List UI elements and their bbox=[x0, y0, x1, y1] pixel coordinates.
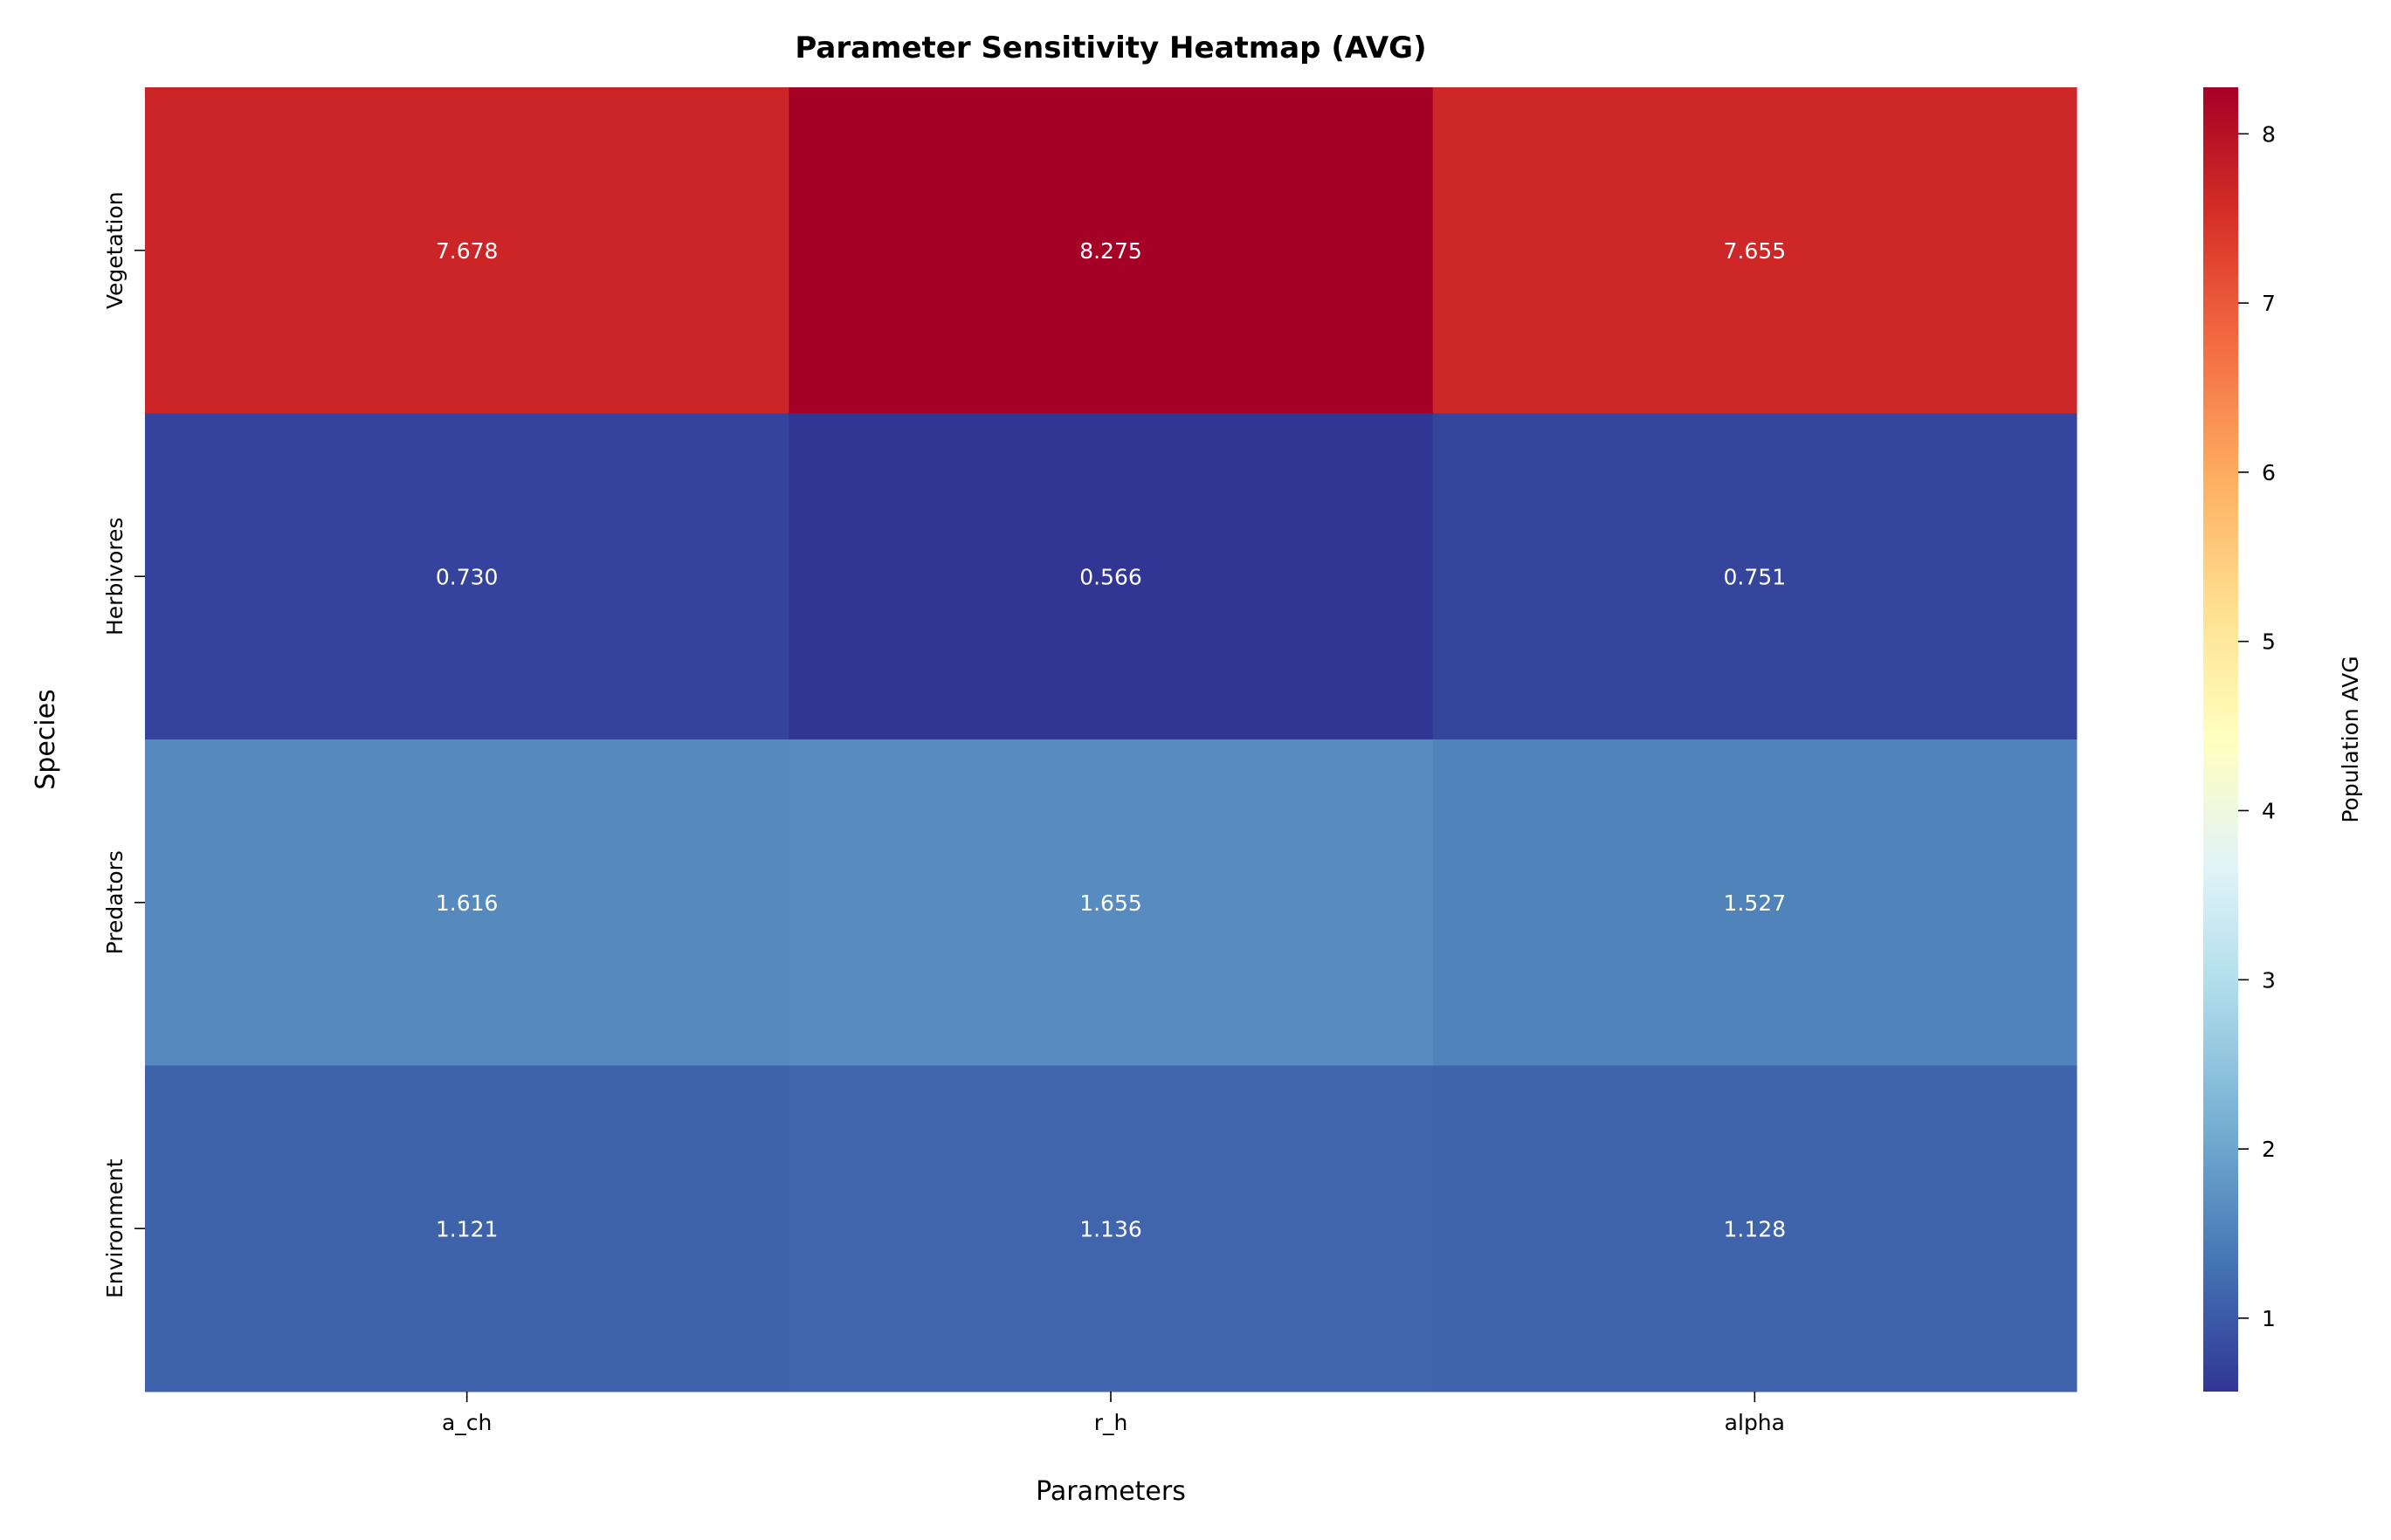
cell-value-label: 1.527 bbox=[1724, 890, 1787, 916]
cell-value-label: 8.275 bbox=[1079, 238, 1142, 264]
heatmap-cells: 7.678 8.275 7.655 0.730 0.566 0.751 1.616 1.655… bbox=[145, 87, 2077, 1392]
heatmap-cell bbox=[789, 87, 1434, 414]
heatmap-cell bbox=[145, 413, 789, 740]
x-axis-label: Parameters bbox=[1036, 1476, 1186, 1507]
cell-value-label: 0.730 bbox=[436, 564, 499, 589]
colorbar-tick-label: 5 bbox=[2262, 629, 2276, 655]
cell-value-label: 1.616 bbox=[436, 890, 499, 916]
heatmap-cell bbox=[1432, 413, 2077, 740]
x-tick-label: alpha bbox=[1725, 1410, 1785, 1435]
heatmap-cell bbox=[145, 739, 789, 1066]
cell-value-label: 7.678 bbox=[436, 238, 499, 264]
colorbar-tick-label: 6 bbox=[2262, 460, 2276, 485]
y-axis-label: Species bbox=[31, 689, 61, 789]
heatmap-cell bbox=[1432, 1065, 2077, 1392]
y-tick-label: Herbivores bbox=[102, 518, 127, 636]
heatmap-cell bbox=[789, 1065, 1434, 1392]
heatmap-cell bbox=[789, 413, 1434, 740]
cell-value-label: 0.566 bbox=[1079, 564, 1142, 589]
heatmap-cell bbox=[145, 87, 789, 414]
heatmap-cell bbox=[1432, 739, 2077, 1066]
cell-value-label: 1.136 bbox=[1079, 1216, 1142, 1241]
x-tick-label: r_h bbox=[1094, 1410, 1128, 1435]
colorbar-tick-label: 1 bbox=[2262, 1306, 2276, 1331]
colorbar-label: Population AVG bbox=[2338, 656, 2363, 822]
colorbar-ticks: 1 2 3 4 5 6 7 8 bbox=[2238, 121, 2276, 1331]
heatmap-cell bbox=[145, 1065, 789, 1392]
heatmap-cell bbox=[789, 739, 1434, 1066]
colorbar-tick-label: 8 bbox=[2262, 121, 2276, 147]
cell-value-label: 1.655 bbox=[1079, 890, 1142, 916]
colorbar-tick-label: 3 bbox=[2262, 967, 2276, 993]
heatmap-cell bbox=[1432, 87, 2077, 414]
y-tick-label: Predators bbox=[102, 850, 127, 954]
x-tick-label: a_ch bbox=[442, 1410, 492, 1435]
y-tick-label: Environment bbox=[102, 1158, 127, 1298]
y-tick-label: Vegetation bbox=[102, 191, 127, 309]
colorbar bbox=[2203, 87, 2238, 1392]
x-axis: a_ch r_h alpha bbox=[442, 1392, 1785, 1435]
colorbar-tick-label: 7 bbox=[2262, 291, 2276, 316]
y-axis: Vegetation Herbivores Predators Environment bbox=[102, 191, 145, 1298]
cell-value-label: 1.121 bbox=[436, 1216, 499, 1241]
cell-value-label: 1.128 bbox=[1724, 1216, 1787, 1241]
chart-title: Parameter Sensitivity Heatmap (AVG) bbox=[795, 31, 1426, 65]
cell-value-label: 7.655 bbox=[1724, 238, 1787, 264]
colorbar-tick-label: 2 bbox=[2262, 1137, 2276, 1162]
cell-value-label: 0.751 bbox=[1724, 564, 1787, 589]
colorbar-tick-label: 4 bbox=[2262, 798, 2276, 823]
